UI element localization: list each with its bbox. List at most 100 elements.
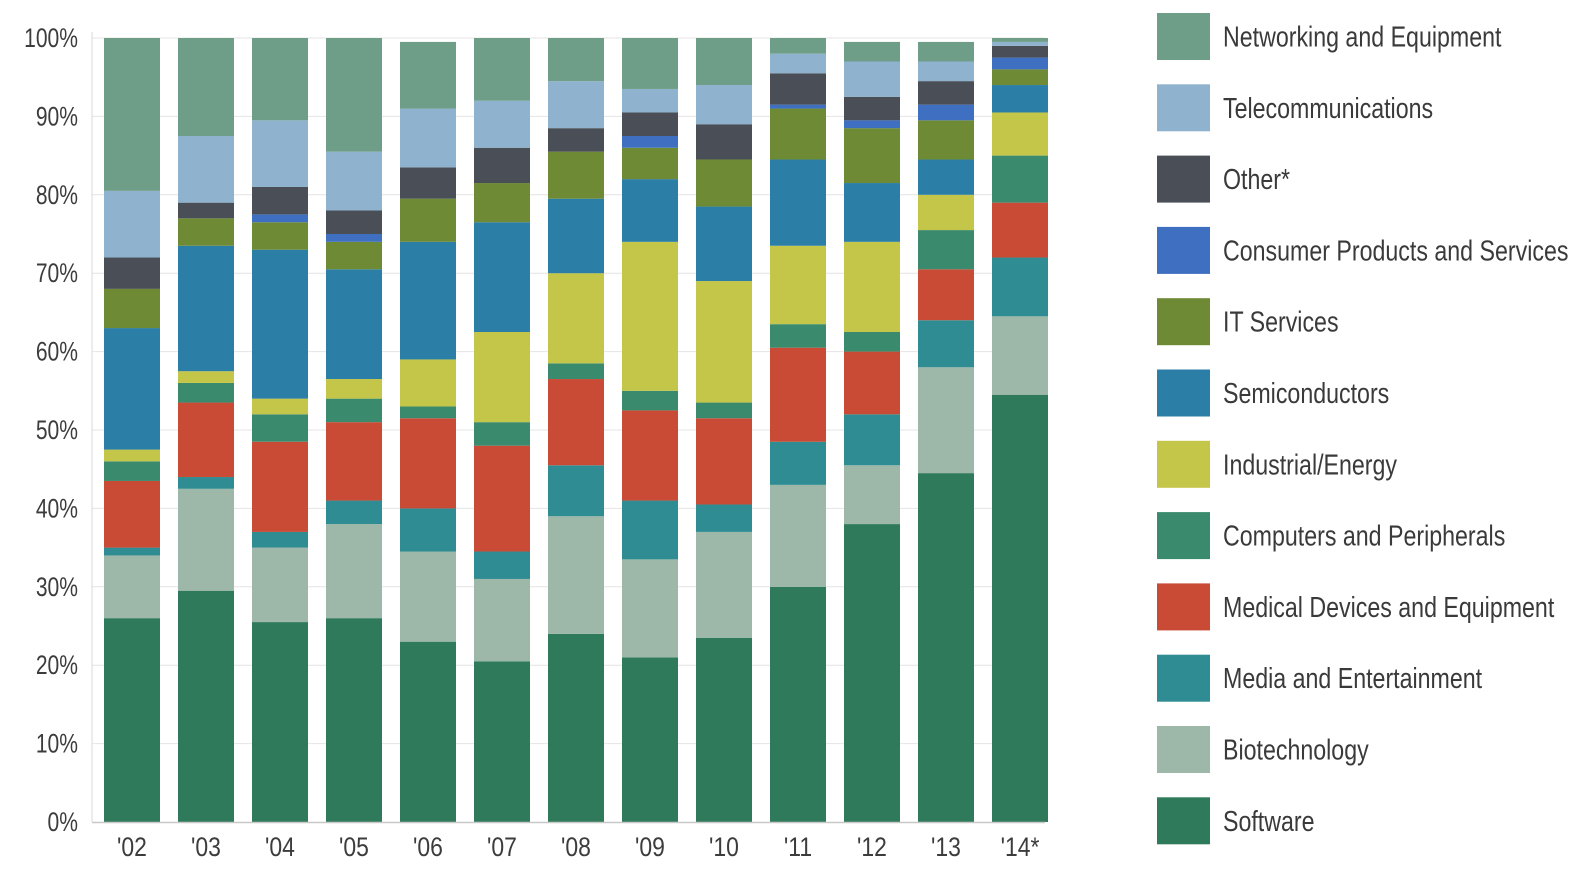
legend-label: Networking and Equipment — [1223, 20, 1502, 53]
bar-segment — [104, 328, 160, 450]
x-tick-label: '05 — [339, 832, 369, 862]
legend-label: Computers and Peripherals — [1223, 519, 1505, 552]
bar-segment — [104, 618, 160, 822]
x-tick-label: '12 — [857, 832, 887, 862]
bar-segment — [400, 359, 456, 407]
y-tick-label: 80% — [36, 180, 78, 210]
bar-segment — [844, 41, 900, 62]
bar-segment — [992, 38, 1048, 42]
legend-swatch — [1157, 226, 1210, 274]
bar-segment — [918, 473, 974, 822]
y-tick-label: 70% — [36, 259, 78, 289]
bar-segment — [992, 257, 1048, 317]
bar-segment — [622, 136, 678, 148]
bar-segment — [918, 230, 974, 270]
bar-segment — [252, 531, 308, 548]
bar-segment — [548, 465, 604, 517]
bars — [104, 38, 1048, 822]
bar-segment — [178, 402, 234, 478]
legend-swatch — [1157, 440, 1210, 488]
bar-segment — [474, 183, 530, 223]
bar-segment — [696, 124, 752, 160]
bar-segment — [326, 379, 382, 399]
bar-segment — [918, 81, 974, 105]
bar-segment — [770, 245, 826, 325]
bar-segment — [400, 418, 456, 509]
bar-segment — [844, 332, 900, 352]
bar-segment — [104, 555, 160, 619]
bar-segment — [622, 559, 678, 658]
bar-segment — [178, 382, 234, 403]
bar-segment — [178, 488, 234, 591]
legend-swatch — [1157, 512, 1210, 560]
bar-segment — [696, 418, 752, 505]
bar-segment — [178, 38, 234, 136]
bar-segment — [178, 245, 234, 372]
bar-segment — [770, 38, 826, 54]
bar-segment — [400, 641, 456, 822]
bar-segment — [178, 477, 234, 489]
legend-swatch — [1157, 654, 1210, 702]
bar-segment — [326, 524, 382, 619]
bar-segment — [326, 151, 382, 211]
bar-segment — [104, 190, 160, 258]
bar-segment — [548, 38, 604, 82]
bar-segment — [474, 100, 530, 148]
bar-segment — [696, 281, 752, 403]
bar-segment — [622, 390, 678, 411]
bar-segment — [918, 320, 974, 368]
bar-segment — [252, 414, 308, 442]
bar-segment — [622, 657, 678, 822]
bar-segment — [252, 120, 308, 187]
bar-segment — [992, 41, 1048, 46]
x-tick-label: '11 — [784, 832, 812, 862]
bar-segment — [326, 618, 382, 822]
bar-segment — [992, 316, 1048, 395]
bar-segment — [104, 461, 160, 481]
bar-segment — [992, 57, 1048, 70]
bar-segment — [622, 179, 678, 242]
bar-segment — [178, 136, 234, 203]
bar-segment — [548, 81, 604, 129]
bar-segment — [548, 363, 604, 380]
bar-segment — [474, 578, 530, 662]
bar-segment — [326, 398, 382, 423]
x-tick-label: '07 — [487, 832, 517, 862]
bar-segment — [548, 128, 604, 152]
bar-segment — [400, 198, 456, 242]
bar-segment — [770, 441, 826, 485]
bar-segment — [400, 108, 456, 168]
legend-label: Media and Entertainment — [1223, 662, 1483, 695]
bar-segment — [844, 61, 900, 97]
bar-segment — [252, 249, 308, 399]
x-tick-label: '08 — [561, 832, 591, 862]
bar-segment — [326, 500, 382, 525]
bar-segment — [770, 484, 826, 587]
bar-segment — [104, 257, 160, 289]
x-tick-label: '02 — [117, 832, 147, 862]
bar-segment — [918, 41, 974, 62]
bar-segment — [770, 53, 826, 74]
bar-segment — [696, 38, 752, 86]
bar-segment — [622, 88, 678, 113]
bar-segment — [696, 85, 752, 125]
x-tick-label: '14* — [1001, 832, 1040, 862]
bar-segment — [622, 38, 678, 89]
bar-segment — [252, 547, 308, 623]
bar-segment — [696, 504, 752, 532]
bar-segment — [992, 202, 1048, 258]
bar-segment — [252, 214, 308, 223]
bar-segment — [622, 112, 678, 136]
bar-segment — [400, 167, 456, 199]
bar-segment — [326, 269, 382, 380]
bar-segment — [992, 45, 1048, 58]
bar-segment — [474, 38, 530, 101]
bar-segment — [400, 41, 456, 109]
bar-segment — [844, 128, 900, 184]
x-tick-label: '13 — [931, 832, 961, 862]
legend-swatch — [1157, 84, 1210, 132]
bar-segment — [548, 198, 604, 274]
bar-segment — [400, 406, 456, 419]
bar-segment — [918, 104, 974, 121]
